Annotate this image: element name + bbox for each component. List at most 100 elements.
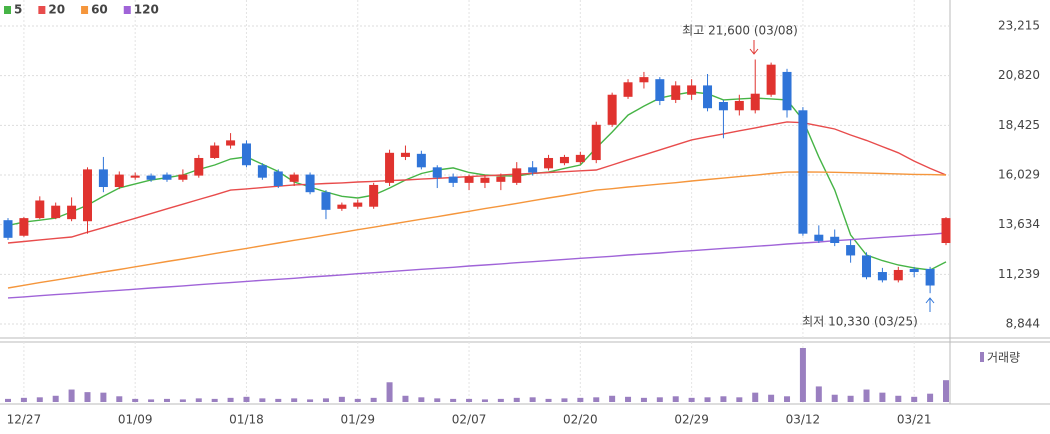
volume-bar	[815, 386, 822, 402]
candle-body	[226, 140, 236, 146]
x-tick-label: 03/12	[786, 413, 821, 427]
candle-body	[496, 176, 506, 182]
candle-body	[130, 175, 140, 178]
volume-bar	[243, 396, 250, 402]
volume-bar	[879, 392, 886, 402]
volume-bar	[434, 398, 441, 402]
candle-body	[480, 177, 490, 183]
volume-bar	[68, 389, 75, 402]
legend-swatch	[38, 6, 46, 14]
volume-bar	[291, 398, 298, 402]
volume-bar	[529, 397, 536, 402]
x-tick-label: 01/29	[340, 413, 375, 427]
volume-bar	[370, 397, 377, 402]
volume-bar	[927, 393, 934, 402]
candle-body	[559, 156, 569, 164]
candle-body	[591, 124, 601, 161]
volume-bar	[736, 397, 743, 402]
x-tick-label: 02/29	[674, 413, 709, 427]
candle-body	[766, 64, 776, 95]
volume-bar	[720, 396, 727, 402]
candle-body	[3, 220, 13, 238]
y-tick-label: 23,215	[998, 18, 1040, 32]
x-tick-label: 12/27	[7, 413, 42, 427]
candle-body	[98, 169, 108, 188]
candle-body	[321, 192, 331, 210]
volume-bar	[418, 397, 425, 402]
candle-body	[846, 245, 856, 256]
candle-body	[19, 218, 29, 236]
candle-body	[734, 100, 744, 111]
volume-bar	[895, 395, 902, 402]
volume-bar	[5, 398, 11, 402]
volume-bar	[275, 398, 282, 402]
volume-bar	[784, 396, 791, 402]
legend-label: 20	[48, 3, 65, 17]
candle-body	[941, 218, 951, 243]
legend-label: 5	[14, 3, 22, 17]
candle-body	[146, 175, 156, 180]
volume-bar	[132, 398, 139, 402]
volume-bar	[656, 397, 663, 402]
volume-bar	[307, 399, 314, 402]
volume-bar	[768, 394, 775, 402]
candle-body	[655, 79, 665, 101]
volume-bar	[847, 395, 854, 402]
candle-body	[194, 157, 204, 176]
candle-body	[67, 205, 77, 220]
legend-swatch	[980, 352, 984, 362]
volume-bar	[227, 397, 234, 402]
legend-swatch	[81, 6, 89, 14]
candle-body	[528, 167, 538, 173]
candle-body	[289, 174, 299, 182]
y-tick-label: 8,844	[1006, 316, 1040, 330]
volume-bar	[211, 398, 218, 402]
candle-body	[305, 174, 315, 193]
volume-bar	[577, 397, 584, 402]
candle-body	[512, 168, 522, 183]
candle-body	[448, 176, 458, 183]
volume-bar	[640, 397, 647, 402]
candle-body	[162, 174, 172, 180]
volume-bar	[163, 398, 170, 402]
candle-body	[623, 82, 633, 97]
ma-line	[7, 121, 947, 244]
volume-bar	[450, 398, 457, 402]
annotation-low: 최저 10,330 (03/25)	[802, 315, 918, 329]
volume-bar	[561, 398, 568, 402]
volume-bar	[497, 398, 504, 402]
candle-body	[369, 184, 379, 207]
volume-bar	[911, 396, 918, 402]
volume-bar	[752, 392, 759, 402]
ma-line	[7, 171, 947, 289]
candle-body	[337, 204, 347, 209]
volume-bar	[863, 389, 870, 402]
y-tick-label: 11,239	[998, 267, 1040, 281]
candle-body	[862, 255, 872, 278]
candle-body	[893, 269, 903, 281]
x-tick-label: 02/07	[452, 413, 487, 427]
candle-body	[877, 272, 887, 281]
annotation-arrow	[925, 297, 935, 312]
volume-bar	[688, 397, 695, 402]
volume-bar	[322, 398, 329, 402]
volume-bar	[625, 396, 632, 402]
candle-body	[51, 205, 61, 219]
candle-body	[178, 174, 188, 180]
volume-bar	[799, 348, 806, 402]
candle-body	[416, 153, 426, 168]
volume-bar	[338, 396, 345, 402]
candle-body	[830, 236, 840, 243]
candle-body	[273, 171, 283, 186]
candle-body	[909, 268, 919, 273]
candle-body	[432, 167, 442, 178]
volume-bar	[195, 398, 202, 402]
candle-body	[639, 77, 649, 83]
volume-bar	[609, 395, 616, 402]
candle-body	[782, 71, 792, 111]
candle-body	[607, 94, 617, 125]
candle-body	[798, 110, 808, 234]
volume-bar	[100, 392, 107, 402]
